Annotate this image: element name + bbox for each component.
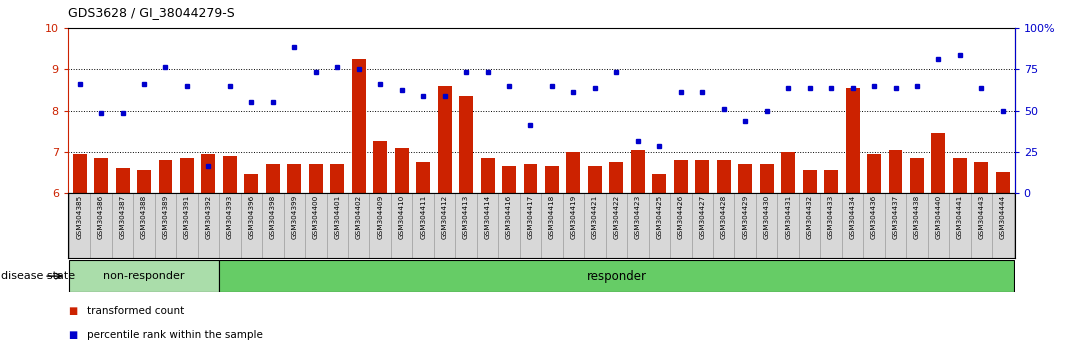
Text: GSM304421: GSM304421 <box>592 195 598 239</box>
Bar <box>760 164 774 193</box>
Bar <box>94 158 108 193</box>
Text: GSM304443: GSM304443 <box>978 195 985 239</box>
Bar <box>674 160 688 193</box>
Bar <box>72 154 86 193</box>
Text: GSM304433: GSM304433 <box>829 195 834 239</box>
Bar <box>459 96 473 193</box>
Bar <box>438 86 452 193</box>
Text: GSM304416: GSM304416 <box>506 195 512 239</box>
Bar <box>824 170 838 193</box>
Text: GSM304396: GSM304396 <box>249 195 254 239</box>
Text: disease state: disease state <box>1 271 75 281</box>
Text: GSM304402: GSM304402 <box>356 195 362 239</box>
Text: GSM304441: GSM304441 <box>957 195 963 239</box>
Text: GSM304444: GSM304444 <box>1000 195 1006 239</box>
Text: GSM304429: GSM304429 <box>742 195 748 239</box>
Text: ■: ■ <box>68 330 77 341</box>
Text: GSM304393: GSM304393 <box>227 195 232 239</box>
Bar <box>846 88 860 193</box>
Text: GSM304387: GSM304387 <box>119 195 126 239</box>
Bar <box>975 162 989 193</box>
Text: responder: responder <box>586 270 647 282</box>
Text: GSM304434: GSM304434 <box>850 195 855 239</box>
Bar <box>244 175 258 193</box>
Bar <box>867 154 881 193</box>
Text: GSM304385: GSM304385 <box>76 195 83 239</box>
Bar <box>201 154 215 193</box>
Text: GSM304388: GSM304388 <box>141 195 147 239</box>
Text: GSM304414: GSM304414 <box>484 195 491 239</box>
Bar <box>220 260 1014 292</box>
Bar <box>932 133 946 193</box>
Bar <box>158 160 172 193</box>
Bar <box>115 168 129 193</box>
Bar <box>781 152 795 193</box>
Bar <box>223 156 237 193</box>
Bar <box>996 172 1010 193</box>
Text: GSM304386: GSM304386 <box>98 195 104 239</box>
Bar <box>416 162 430 193</box>
Bar <box>738 164 752 193</box>
Text: GSM304398: GSM304398 <box>270 195 275 239</box>
Bar <box>803 170 817 193</box>
Bar <box>502 166 516 193</box>
Bar <box>137 170 151 193</box>
Bar <box>631 150 645 193</box>
Text: GSM304418: GSM304418 <box>549 195 555 239</box>
Text: GSM304425: GSM304425 <box>656 195 663 239</box>
Text: GSM304391: GSM304391 <box>184 195 190 239</box>
Text: GSM304423: GSM304423 <box>635 195 641 239</box>
Bar <box>609 162 623 193</box>
Text: percentile rank within the sample: percentile rank within the sample <box>87 330 263 341</box>
Text: GSM304437: GSM304437 <box>892 195 898 239</box>
Text: GSM304427: GSM304427 <box>699 195 705 239</box>
Bar <box>524 164 538 193</box>
Text: GSM304440: GSM304440 <box>935 195 942 239</box>
Text: GDS3628 / GI_38044279-S: GDS3628 / GI_38044279-S <box>68 6 235 19</box>
Text: GSM304428: GSM304428 <box>721 195 726 239</box>
Text: non-responder: non-responder <box>103 271 185 281</box>
Text: GSM304413: GSM304413 <box>463 195 469 239</box>
Bar <box>266 164 280 193</box>
Bar <box>330 164 344 193</box>
Text: GSM304430: GSM304430 <box>764 195 769 239</box>
Text: GSM304431: GSM304431 <box>785 195 791 239</box>
Text: ■: ■ <box>68 306 77 316</box>
Bar <box>69 260 220 292</box>
Bar <box>373 142 387 193</box>
Bar <box>180 158 194 193</box>
Bar <box>652 175 666 193</box>
Bar <box>695 160 709 193</box>
Text: GSM304438: GSM304438 <box>914 195 920 239</box>
Bar <box>566 152 580 193</box>
Bar <box>587 166 601 193</box>
Text: GSM304417: GSM304417 <box>527 195 534 239</box>
Bar <box>352 59 366 193</box>
Text: GSM304409: GSM304409 <box>378 195 383 239</box>
Text: GSM304399: GSM304399 <box>292 195 297 239</box>
Bar <box>953 158 967 193</box>
Text: GSM304419: GSM304419 <box>570 195 577 239</box>
Text: GSM304436: GSM304436 <box>872 195 877 239</box>
Bar <box>910 158 924 193</box>
Text: GSM304422: GSM304422 <box>613 195 620 239</box>
Text: GSM304411: GSM304411 <box>420 195 426 239</box>
Bar <box>717 160 731 193</box>
Bar <box>544 166 558 193</box>
Bar <box>481 158 495 193</box>
Bar <box>309 164 323 193</box>
Text: GSM304389: GSM304389 <box>162 195 169 239</box>
Text: GSM304410: GSM304410 <box>399 195 405 239</box>
Text: GSM304412: GSM304412 <box>441 195 448 239</box>
Text: transformed count: transformed count <box>87 306 184 316</box>
Text: GSM304400: GSM304400 <box>313 195 318 239</box>
Text: GSM304401: GSM304401 <box>335 195 340 239</box>
Text: GSM304432: GSM304432 <box>807 195 812 239</box>
Text: GSM304426: GSM304426 <box>678 195 683 239</box>
Bar <box>287 164 301 193</box>
Bar <box>889 150 903 193</box>
Text: GSM304392: GSM304392 <box>206 195 211 239</box>
Bar <box>395 148 409 193</box>
